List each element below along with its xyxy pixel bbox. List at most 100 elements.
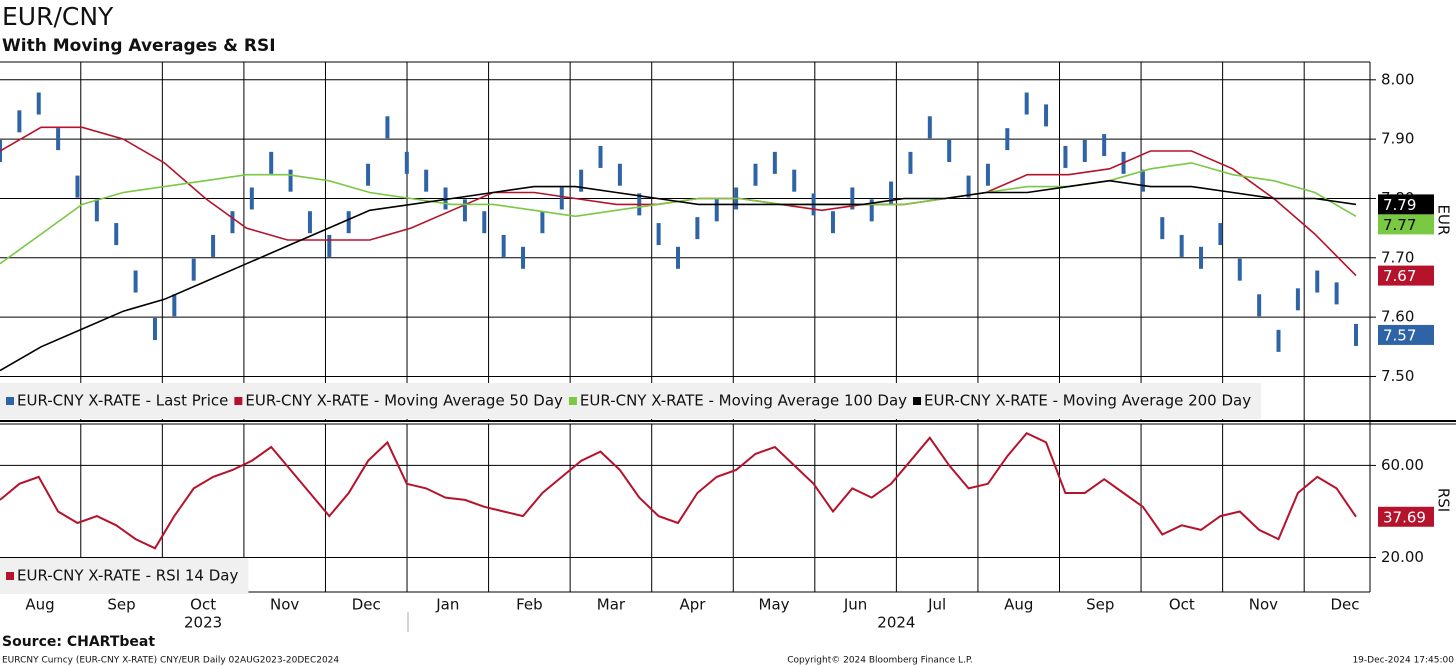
price-bar <box>346 211 351 234</box>
x-tick-label: May <box>759 596 790 614</box>
price-bar <box>753 163 758 186</box>
price-bar <box>947 140 952 162</box>
price-bar <box>1140 169 1145 192</box>
price-bar <box>1179 234 1184 257</box>
price-bar <box>501 234 506 257</box>
x-tick-label: Aug <box>25 596 54 614</box>
price-bar <box>1257 294 1262 317</box>
price-bar <box>1295 288 1300 311</box>
x-tick-label: Oct <box>1169 596 1195 614</box>
price-bar <box>676 246 680 269</box>
last-value-label: 7.79 <box>1383 196 1416 214</box>
last-value-label: 7.67 <box>1383 267 1416 285</box>
chart-title: EUR/CNY <box>2 2 114 31</box>
price-bar <box>17 110 22 133</box>
price-bar <box>75 175 80 198</box>
y-tick-label: 7.70 <box>1381 248 1414 266</box>
y-tick-label: 7.50 <box>1381 367 1414 385</box>
price-bar <box>288 169 293 192</box>
price-bar <box>985 163 990 186</box>
x-tick-label: Dec <box>1330 596 1359 614</box>
price-bar <box>966 175 971 198</box>
y-tick-label: 20.00 <box>1381 548 1424 566</box>
price-bar <box>385 116 390 139</box>
legend-label: EUR-CNY X-RATE - Last Price <box>17 392 228 410</box>
price-bar <box>191 258 196 281</box>
last-value-box <box>1378 214 1434 235</box>
price-bar <box>772 151 777 174</box>
price-bar <box>172 294 177 317</box>
price-bar <box>1005 128 1010 151</box>
x-tick-label: Nov <box>270 596 299 614</box>
price-bar <box>404 151 409 174</box>
legend-swatch <box>6 572 14 580</box>
x-tick-label: Dec <box>352 596 381 614</box>
y-axis-label: RSI <box>1435 488 1453 512</box>
legend-swatch <box>6 397 14 405</box>
last-value-box <box>1378 506 1434 527</box>
y-tick-label: 60.00 <box>1381 456 1424 474</box>
price-bar <box>1315 270 1320 293</box>
chart-subtitle: With Moving Averages & RSI <box>2 36 276 56</box>
price-bar <box>269 151 274 174</box>
price-bar <box>443 187 448 210</box>
x-tick-label: Feb <box>516 596 543 614</box>
price-bar <box>850 187 855 210</box>
price-bar <box>521 246 526 269</box>
legend-label: EUR-CNY X-RATE - Moving Average 200 Day <box>924 392 1251 410</box>
price-bar <box>1199 246 1204 269</box>
series-line <box>0 179 1357 372</box>
price-bar <box>1044 104 1049 127</box>
price-bar <box>927 116 932 139</box>
price-bar <box>307 211 312 234</box>
price-bar <box>1354 323 1358 346</box>
price-bar <box>462 199 467 222</box>
series-line <box>0 431 1357 550</box>
footer-left: EURCNY Curncy (EUR-CNY X-RATE) CNY/EUR D… <box>2 656 339 666</box>
price-bar <box>656 223 661 246</box>
x-tick-label: Sep <box>1086 596 1114 614</box>
price-bar <box>249 187 254 210</box>
price-bar <box>327 234 332 257</box>
price-bar <box>211 234 216 257</box>
price-bar <box>889 181 894 204</box>
price-bar <box>1237 258 1242 281</box>
price-bar <box>424 169 429 192</box>
y-tick-label: 7.90 <box>1381 130 1414 148</box>
price-bar <box>617 163 622 186</box>
x-tick-label: Oct <box>190 596 216 614</box>
x-tick-label: Sep <box>107 596 135 614</box>
price-bar <box>114 223 119 246</box>
price-bar <box>94 199 99 222</box>
price-bar <box>695 217 700 240</box>
legend-label: EUR-CNY X-RATE - RSI 14 Day <box>17 567 238 585</box>
y-tick-label: 7.60 <box>1381 308 1414 326</box>
y-axis-label: EUR <box>1435 205 1453 236</box>
price-bar <box>230 211 235 234</box>
legend-swatch <box>234 397 243 405</box>
price-bar <box>133 270 138 293</box>
price-bar <box>56 128 61 151</box>
footer-right: 19-Dec-2024 17:45:00 <box>1352 656 1454 666</box>
price-bar <box>1024 92 1029 115</box>
year-label: 2024 <box>877 614 915 632</box>
legend-box <box>0 383 1262 419</box>
x-tick-label: Jan <box>435 596 459 614</box>
price-bar <box>36 92 41 115</box>
x-tick-label: Mar <box>597 596 626 614</box>
last-value-box <box>1378 194 1434 215</box>
price-bar <box>869 199 874 222</box>
price-bar <box>714 199 719 222</box>
x-tick-label: Apr <box>680 596 707 614</box>
price-bar <box>579 169 584 192</box>
last-value-label: 37.69 <box>1383 508 1426 526</box>
legend-swatch <box>568 397 577 405</box>
price-bar <box>540 211 545 234</box>
legend-label: EUR-CNY X-RATE - Moving Average 50 Day <box>245 392 563 410</box>
source: Source: CHARTbeat <box>2 634 155 650</box>
year-label: 2023 <box>184 614 222 632</box>
x-tick-label: Nov <box>1249 596 1278 614</box>
last-value-label: 7.57 <box>1383 326 1416 344</box>
